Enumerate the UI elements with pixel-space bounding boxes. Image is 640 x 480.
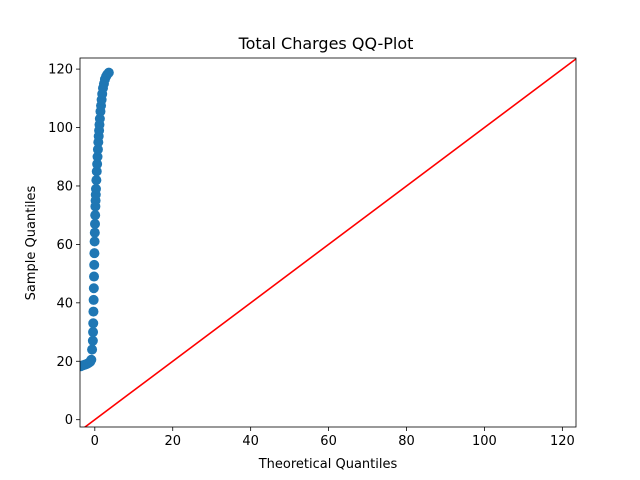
- y-tick-label: 100: [48, 121, 73, 136]
- data-point: [88, 294, 99, 305]
- data-point: [88, 318, 99, 329]
- data-point: [92, 159, 103, 170]
- data-point: [94, 113, 105, 124]
- data-marks: [80, 58, 576, 427]
- data-point: [88, 327, 99, 338]
- data-point: [92, 151, 103, 162]
- data-point: [89, 236, 100, 247]
- data-point: [89, 227, 100, 238]
- reference-line: [83, 58, 576, 427]
- x-tick-label: 40: [242, 434, 259, 449]
- y-axis: 0 20 40 60 80 100 120: [48, 63, 80, 428]
- x-tick-label: 20: [164, 434, 181, 449]
- x-tick-label: 120: [550, 434, 575, 449]
- data-point: [87, 335, 98, 346]
- data-point: [89, 248, 100, 259]
- axes-frame: [79, 57, 577, 428]
- y-tick-label: 40: [56, 296, 73, 311]
- data-point: [103, 67, 114, 78]
- x-tick-label: 100: [472, 434, 497, 449]
- data-point: [92, 144, 103, 155]
- y-axis-title: Sample Quantiles: [24, 185, 39, 300]
- data-point: [87, 344, 98, 355]
- y-tick-label: 120: [48, 63, 73, 78]
- x-axis-title: Theoretical Quantiles: [258, 457, 398, 472]
- chart-title: Total Charges QQ-Plot: [238, 34, 414, 53]
- x-tick-label: 60: [320, 434, 337, 449]
- y-tick-label: 0: [65, 413, 73, 428]
- data-point: [88, 306, 99, 317]
- data-point: [86, 354, 97, 365]
- data-point: [90, 218, 101, 229]
- x-tick-label: 0: [91, 434, 99, 449]
- y-tick-label: 80: [56, 179, 73, 194]
- x-tick-label: 80: [398, 434, 415, 449]
- data-point: [89, 259, 100, 270]
- data-point: [91, 166, 102, 177]
- data-point: [90, 210, 101, 221]
- data-point: [91, 175, 102, 186]
- data-point: [90, 183, 101, 194]
- x-axis: 0 20 40 60 80 100 120: [91, 427, 575, 449]
- data-point: [89, 271, 100, 282]
- plot-area: [80, 58, 576, 427]
- data-point: [88, 283, 99, 294]
- y-tick-label: 60: [56, 238, 73, 253]
- y-tick-label: 20: [56, 355, 73, 370]
